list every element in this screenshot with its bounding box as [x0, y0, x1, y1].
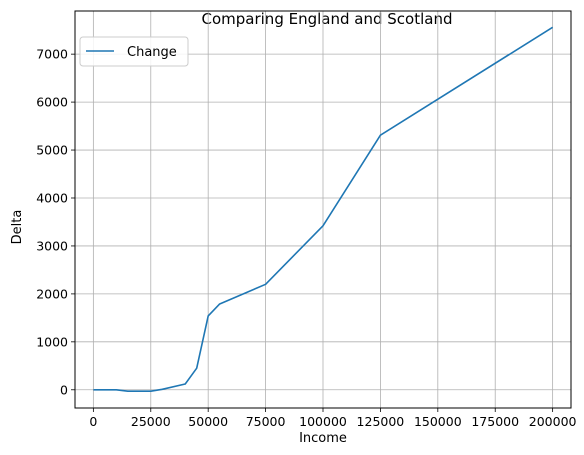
y-tick-label: 5000	[36, 143, 68, 158]
x-axis-label: Income	[299, 431, 347, 446]
x-tick-label: 75000	[246, 414, 286, 429]
x-tick-label: 175000	[471, 414, 519, 429]
x-tick-label: 150000	[414, 414, 462, 429]
series-line-change	[93, 26, 554, 393]
y-tick-label: 0	[60, 382, 68, 397]
y-tick-label: 1000	[36, 334, 68, 349]
legend: Change	[79, 36, 189, 67]
x-tick-label: 200000	[529, 414, 577, 429]
x-tick-label: 0	[89, 414, 97, 429]
x-tick-label: 125000	[357, 414, 405, 429]
series-layer	[93, 26, 554, 393]
legend-label-change: Change	[127, 45, 177, 60]
y-axis-label: Delta	[10, 210, 25, 245]
y-tick-label: 2000	[36, 286, 68, 301]
x-tick-label: 25000	[131, 414, 171, 429]
legend-box	[79, 36, 189, 67]
y-tick-label: 6000	[36, 95, 68, 110]
grid	[75, 11, 571, 408]
chart-title: Comparing England and Scotland	[202, 10, 453, 28]
x-axis-ticks: 0 25000 50000 75000 100000 125000 150000 175000…	[89, 408, 577, 429]
y-tick-label: 3000	[36, 238, 68, 253]
y-tick-label: 7000	[36, 47, 68, 62]
y-tick-label: 4000	[36, 190, 68, 205]
x-tick-label: 50000	[188, 414, 228, 429]
y-axis-ticks: 0 1000 2000 3000 4000 5000 6000 7000	[36, 47, 75, 397]
x-tick-label: 100000	[299, 414, 347, 429]
